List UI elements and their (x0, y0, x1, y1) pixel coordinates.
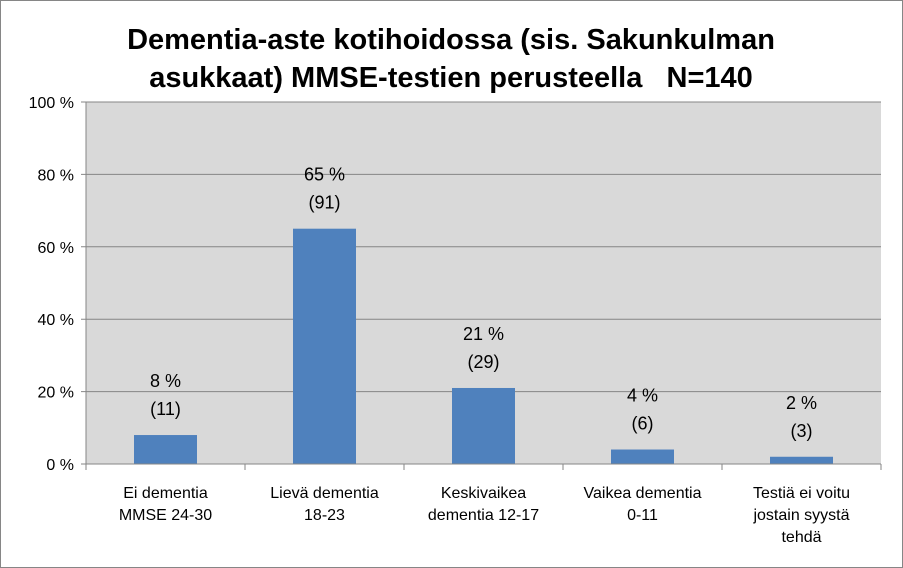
x-category-label: Keskivaikea (441, 485, 526, 502)
x-category-label: 18-23 (304, 507, 345, 524)
data-label-percent: 65 % (304, 165, 345, 185)
x-category-label: MMSE 24-30 (119, 507, 212, 524)
bar (452, 387, 515, 464)
x-category-label: 0-11 (627, 507, 658, 524)
data-label-percent: 21 % (463, 324, 504, 344)
y-tick-label: 100 % (29, 95, 74, 112)
x-category-label: Ei dementia (123, 485, 208, 502)
chart-title: Dementia-aste kotihoidossa (sis. Sakunku… (61, 21, 841, 97)
y-tick-label: 60 % (38, 240, 74, 257)
bar (770, 456, 833, 464)
bar (611, 449, 674, 464)
x-category-label: jostain syystä (752, 507, 849, 524)
x-category-label: Vaikea dementia (584, 485, 702, 502)
data-label-count: (3) (791, 421, 813, 441)
data-label-percent: 8 % (150, 371, 181, 391)
x-category-label: tehdä (781, 529, 821, 546)
x-category-label: Testiä ei voitu (753, 485, 850, 502)
data-label-count: (6) (632, 414, 654, 434)
data-label-percent: 4 % (627, 386, 658, 406)
x-category-label: Lievä dementia (270, 485, 379, 502)
data-label-percent: 2 % (786, 393, 817, 413)
data-label-count: (91) (308, 193, 340, 213)
x-category-label: dementia 12-17 (428, 507, 539, 524)
data-label-count: (29) (467, 352, 499, 372)
y-tick-label: 40 % (38, 312, 74, 329)
y-tick-label: 80 % (38, 167, 74, 184)
chart-title-line-1: Dementia-aste kotihoidossa (sis. Sakunku… (127, 24, 775, 56)
bar (134, 435, 197, 464)
y-tick-label: 20 % (38, 385, 74, 402)
bar (293, 228, 356, 464)
data-label-count: (11) (150, 399, 181, 419)
chart-title-line-2: asukkaat) MMSE-testien perusteella N=140 (149, 62, 753, 94)
y-tick-label: 0 % (46, 457, 74, 474)
